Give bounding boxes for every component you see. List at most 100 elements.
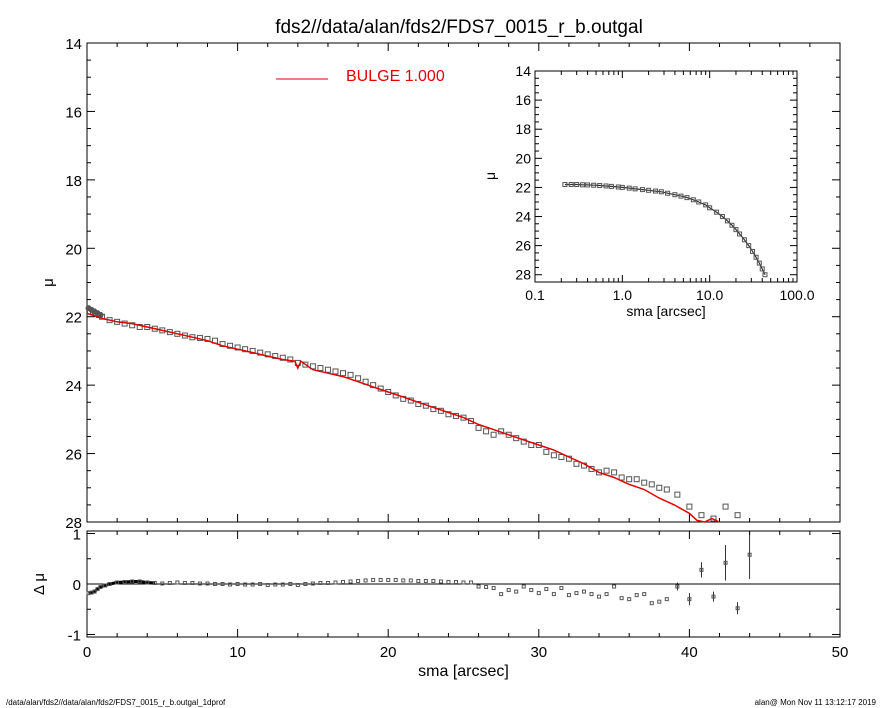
inset-data-point	[639, 187, 645, 193]
residual-data-point	[103, 583, 108, 588]
residual-data-point	[675, 584, 680, 589]
residual-data-point	[175, 580, 180, 585]
main-data-point	[674, 491, 681, 498]
inset-data-point	[690, 197, 696, 203]
residual-data-point	[310, 581, 315, 586]
residual-y-axis-label: Δ μ	[31, 573, 48, 595]
inset-y-tick-label: 14	[515, 63, 531, 79]
inset-data-point	[729, 222, 735, 228]
main-data-point	[573, 460, 580, 467]
residual-data-point	[378, 577, 383, 582]
main-data-point	[460, 414, 467, 421]
main-core-point	[97, 312, 104, 319]
residual-data-point	[634, 593, 639, 598]
main-data-point	[242, 346, 249, 353]
residual-data-point	[491, 586, 496, 591]
main-data-point	[385, 388, 392, 395]
residual-y-tick-label: -1	[68, 627, 81, 644]
residual-data-point	[205, 581, 210, 586]
main-data-point	[626, 476, 633, 483]
footer-left: /data/alan/fds2//data/alan/fds2/FDS7_001…	[6, 698, 226, 707]
main-data-point	[520, 438, 527, 445]
residual-data-point	[461, 580, 466, 585]
residual-data-point	[664, 597, 669, 602]
main-data-point	[543, 448, 550, 455]
legend-model-label: BULGE 1.000	[346, 68, 445, 85]
residual-data-point	[115, 580, 120, 585]
residual-data-point	[386, 577, 391, 582]
inset-data-point	[753, 254, 759, 260]
inset-profile-line	[564, 183, 766, 275]
residual-data-point	[333, 580, 338, 585]
residual-x-tick-label: 50	[832, 644, 849, 661]
inset-data-point	[562, 182, 568, 188]
residual-data-point	[431, 578, 436, 583]
main-data-point	[490, 431, 497, 438]
main-data-point	[535, 442, 542, 449]
inset-data-point	[626, 185, 632, 191]
main-data-point	[227, 342, 234, 349]
inset-data-point	[597, 183, 603, 189]
residual-data-point	[401, 578, 406, 583]
residual-data-point	[484, 585, 489, 590]
residual-data-point	[574, 591, 579, 596]
residual-data-point	[137, 579, 142, 584]
inset-x-tick-label: 0.1	[525, 287, 545, 303]
inset-data-point	[714, 209, 720, 215]
inset-data-point	[585, 182, 591, 188]
inset-data-point	[746, 243, 752, 249]
residual-data-point	[604, 592, 609, 597]
main-data-point	[648, 481, 655, 488]
inset-y-tick-label: 16	[515, 92, 531, 108]
inset-data-point	[756, 260, 762, 266]
residual-data-point	[612, 584, 617, 589]
inset-data-point	[568, 182, 574, 188]
inset-data-point	[762, 272, 768, 278]
residual-data-point	[453, 579, 458, 584]
inset-data-point	[672, 192, 678, 198]
inset-data-point	[707, 205, 713, 211]
main-data-point	[340, 370, 347, 377]
residual-data-point	[325, 580, 330, 585]
inset-data-point	[580, 182, 586, 188]
residual-data-point	[506, 588, 511, 593]
inset-data-point	[724, 218, 730, 224]
residual-data-point	[393, 577, 398, 582]
residual-core-line	[88, 580, 155, 595]
main-data-point	[722, 503, 729, 510]
residual-data-point	[295, 583, 300, 588]
residual-data-point	[190, 580, 195, 585]
residual-data-point	[318, 580, 323, 585]
residual-data-point	[122, 579, 127, 584]
main-panel: 14 16 18 20 22 24 26 28 μ BULGE 1.000	[40, 36, 841, 532]
residual-data-point	[160, 581, 165, 586]
inset-y-tick-label: 24	[515, 209, 531, 225]
residual-data-point	[536, 591, 541, 596]
inset-data-point	[603, 183, 609, 189]
main-data-point	[633, 476, 640, 483]
inset-data-point	[646, 187, 652, 193]
main-data-point	[347, 371, 354, 378]
inset-x-axis-label: sma [arcsec]	[626, 303, 705, 319]
main-data-point	[656, 484, 663, 491]
residual-data-point	[250, 582, 255, 587]
residual-data-point	[416, 578, 421, 583]
main-data-point	[415, 400, 422, 407]
residual-data-point	[469, 580, 474, 585]
residual-data-point	[735, 606, 740, 611]
residual-data-point	[408, 578, 413, 583]
residual-data-point	[687, 597, 692, 602]
residual-x-tick-label: 20	[380, 644, 397, 661]
residual-data-point	[197, 581, 202, 586]
residual-data-point	[145, 580, 150, 585]
main-data-point	[279, 354, 286, 361]
residual-data-point	[627, 597, 632, 602]
main-y-axis-label: μ	[40, 278, 57, 287]
inset-data-point	[632, 186, 638, 192]
main-model-line	[86, 312, 720, 523]
inset-y-tick-label: 20	[515, 150, 531, 166]
inset-y-tick-label: 22	[515, 179, 531, 195]
residual-data-point	[544, 587, 549, 592]
inset-data-point	[703, 202, 709, 208]
